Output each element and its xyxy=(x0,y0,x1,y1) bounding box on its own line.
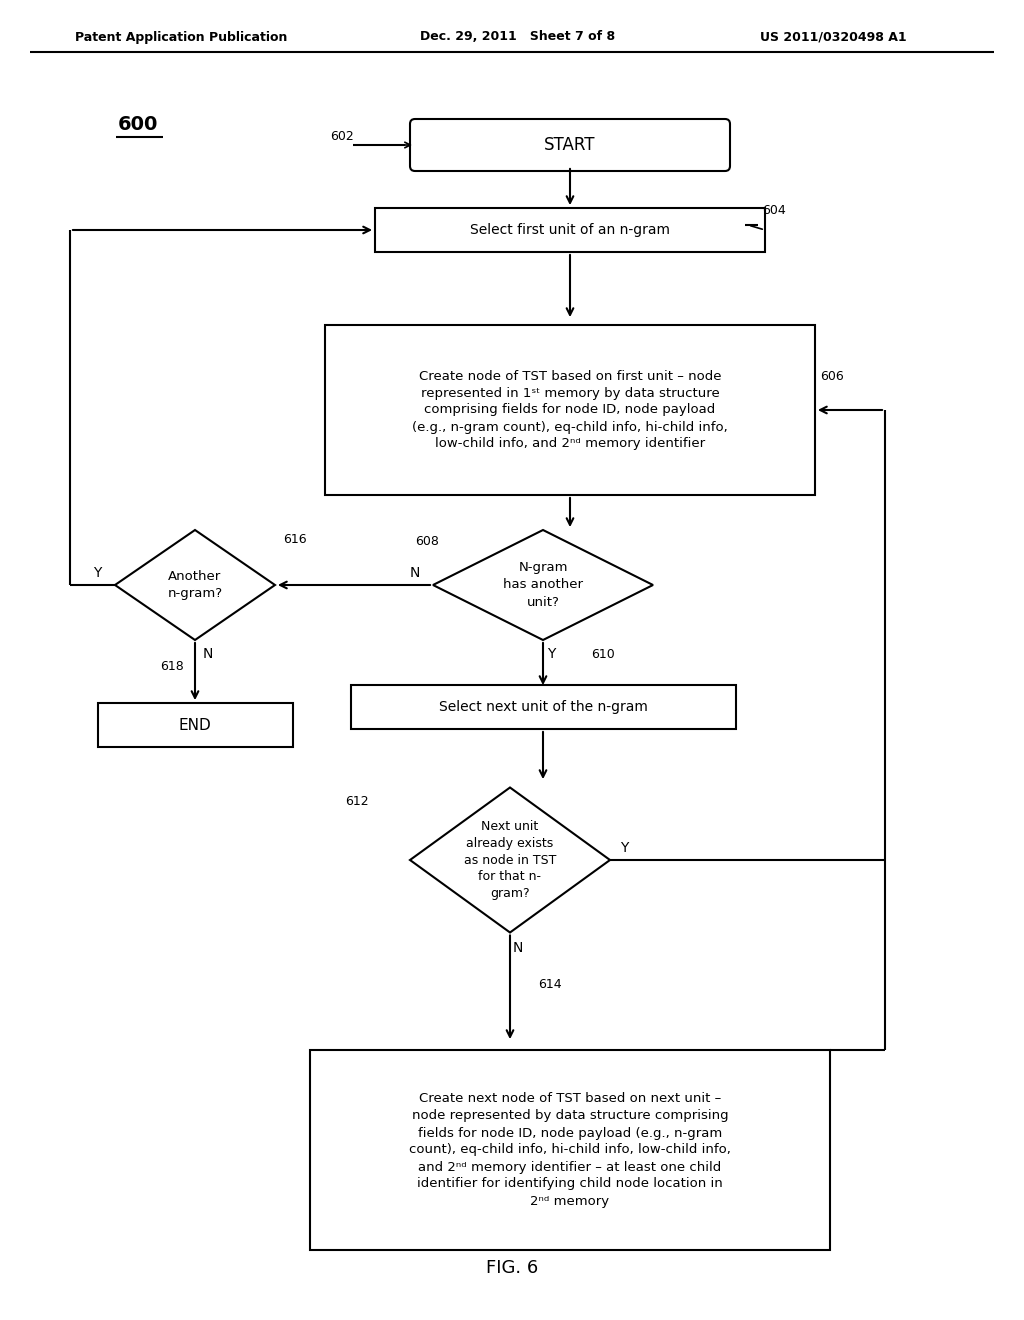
FancyBboxPatch shape xyxy=(410,119,730,172)
Text: 618: 618 xyxy=(160,660,183,673)
Polygon shape xyxy=(115,531,275,640)
Text: Create next node of TST based on next unit –
node represented by data structure : Create next node of TST based on next un… xyxy=(409,1093,731,1208)
Text: Another
n-gram?: Another n-gram? xyxy=(168,570,222,601)
Bar xyxy=(97,704,293,747)
Text: N: N xyxy=(203,647,213,661)
Text: US 2011/0320498 A1: US 2011/0320498 A1 xyxy=(760,30,906,44)
Bar xyxy=(325,325,815,495)
Text: Y: Y xyxy=(93,566,101,579)
Text: N: N xyxy=(513,941,523,956)
Text: 612: 612 xyxy=(345,795,369,808)
Text: Patent Application Publication: Patent Application Publication xyxy=(75,30,288,44)
Text: 608: 608 xyxy=(415,535,439,548)
Text: Y: Y xyxy=(620,841,629,855)
Bar xyxy=(310,1049,830,1250)
Bar xyxy=(350,685,735,729)
Text: Dec. 29, 2011   Sheet 7 of 8: Dec. 29, 2011 Sheet 7 of 8 xyxy=(420,30,615,44)
Text: END: END xyxy=(178,718,211,733)
Text: FIG. 6: FIG. 6 xyxy=(485,1259,539,1276)
Polygon shape xyxy=(410,788,610,932)
Text: Y: Y xyxy=(547,647,555,661)
Bar xyxy=(375,209,765,252)
Text: 604: 604 xyxy=(762,205,785,216)
Text: Next unit
already exists
as node in TST
for that n-
gram?: Next unit already exists as node in TST … xyxy=(464,820,556,900)
Text: N: N xyxy=(410,566,420,579)
Polygon shape xyxy=(433,531,653,640)
Text: START: START xyxy=(544,136,596,154)
Text: 616: 616 xyxy=(283,533,306,546)
Text: Create node of TST based on first unit – node
represented in 1ˢᵗ memory by data : Create node of TST based on first unit –… xyxy=(412,370,728,450)
Text: Select next unit of the n-gram: Select next unit of the n-gram xyxy=(438,700,647,714)
Text: Select first unit of an n-gram: Select first unit of an n-gram xyxy=(470,223,670,238)
Text: 602: 602 xyxy=(330,129,353,143)
Text: N-gram
has another
unit?: N-gram has another unit? xyxy=(503,561,583,609)
Text: 606: 606 xyxy=(820,370,844,383)
Text: 600: 600 xyxy=(118,116,159,135)
Text: 610: 610 xyxy=(591,648,614,661)
Text: 614: 614 xyxy=(538,978,561,990)
